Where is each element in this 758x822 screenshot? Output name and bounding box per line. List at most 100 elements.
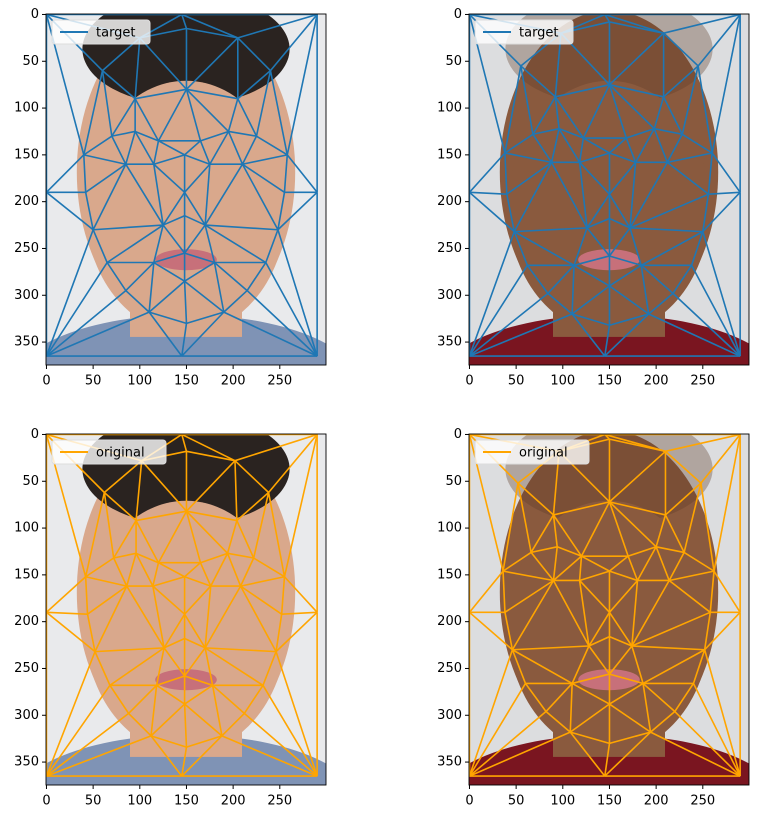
mesh-edge xyxy=(604,325,611,357)
mesh-edge xyxy=(163,613,186,649)
y-tick-label: 250 xyxy=(14,661,39,676)
mesh-edge xyxy=(226,520,238,554)
mesh-edge xyxy=(134,37,141,99)
mesh-edge xyxy=(469,191,507,195)
mesh-edge xyxy=(608,137,627,154)
mesh-edge xyxy=(573,255,610,267)
mesh-edge xyxy=(213,261,248,292)
mesh-edge xyxy=(653,128,669,163)
mesh-edge xyxy=(185,460,236,512)
mesh-edge xyxy=(204,224,216,263)
mesh-edge xyxy=(550,161,588,229)
mesh-edge xyxy=(204,224,267,264)
y-tick-label: 100 xyxy=(14,101,39,116)
photo-lips xyxy=(155,249,217,271)
mesh-edge xyxy=(153,140,160,165)
mesh-edge xyxy=(578,580,590,647)
mesh-edge xyxy=(134,88,187,100)
legend-box xyxy=(51,19,151,45)
mesh-edge xyxy=(665,434,741,453)
mesh-edge xyxy=(243,712,318,777)
mesh-edge xyxy=(152,585,165,649)
mesh-edge xyxy=(469,731,571,777)
mesh-edge xyxy=(609,501,666,516)
mesh-edge xyxy=(269,70,289,156)
mesh-edge xyxy=(703,649,741,777)
mesh-edge xyxy=(570,731,610,745)
mesh-edge xyxy=(277,191,318,231)
mesh-edge xyxy=(692,649,706,684)
y-tick-label: 100 xyxy=(14,521,39,536)
mesh-edge xyxy=(569,731,606,777)
mesh-edge xyxy=(604,14,611,23)
mesh-edge xyxy=(150,703,186,737)
mesh-edge xyxy=(653,96,665,129)
mesh-edge xyxy=(573,264,610,287)
y-tick-label: 350 xyxy=(437,755,462,770)
mesh-edge xyxy=(184,684,214,705)
mesh-edge xyxy=(158,140,185,156)
mesh-edge xyxy=(211,685,223,737)
mesh-edge xyxy=(204,647,214,686)
mesh xyxy=(469,14,741,357)
axes: 0 50 100 150 200 250 0 50 100 150 200 250 300 350 targ… xyxy=(437,7,750,389)
mesh-edge xyxy=(184,214,206,226)
mesh-edge xyxy=(223,311,318,357)
mesh-edge xyxy=(148,311,187,325)
mesh-edge xyxy=(512,645,589,651)
mesh-edge xyxy=(210,552,229,587)
mesh-edge xyxy=(629,162,637,228)
mesh-edge xyxy=(655,546,685,554)
mesh-edge xyxy=(227,552,254,559)
mesh-edge xyxy=(608,227,631,257)
mesh-edge xyxy=(582,137,610,154)
mesh-edge xyxy=(604,743,611,777)
mesh-edge xyxy=(141,460,188,512)
mesh-edge xyxy=(135,510,187,522)
mesh-edge xyxy=(84,492,106,577)
mesh-edge xyxy=(520,65,556,98)
mesh-edge xyxy=(609,152,636,164)
y-tick-label: 200 xyxy=(14,194,39,209)
x-tick-label: 150 xyxy=(597,374,622,389)
x-tick-label: 100 xyxy=(550,794,575,809)
y-tick-label: 150 xyxy=(437,567,462,582)
mesh-edge xyxy=(608,501,657,548)
mesh-edge xyxy=(608,84,655,130)
mesh-edge xyxy=(711,14,741,154)
mesh-edge xyxy=(101,70,113,137)
y-tick-label: 150 xyxy=(14,567,39,582)
mesh-edge xyxy=(524,682,547,712)
mesh-edge xyxy=(669,570,715,582)
mesh-edge xyxy=(200,130,229,142)
mesh-edge xyxy=(46,289,127,357)
mesh-edge xyxy=(269,14,318,72)
mesh-edge xyxy=(267,492,286,577)
mesh-edge xyxy=(280,576,286,615)
mesh-edge xyxy=(631,645,705,651)
mesh-edge xyxy=(552,555,582,582)
y-tick-label: 250 xyxy=(14,241,39,256)
photo-shoulders xyxy=(46,734,326,785)
x-tick-label: 250 xyxy=(267,794,292,809)
mesh-edge xyxy=(185,88,230,133)
y-tick-label: 150 xyxy=(437,147,462,162)
mesh-edge xyxy=(702,194,710,232)
mesh-edge xyxy=(242,163,285,193)
mesh-edge xyxy=(243,684,264,714)
mesh-edge xyxy=(239,585,277,653)
mesh-edge xyxy=(517,482,532,553)
mesh-edge xyxy=(128,712,152,737)
mesh-edge xyxy=(655,514,667,548)
mesh-edge xyxy=(186,88,238,100)
y-tick-label: 300 xyxy=(14,288,39,303)
mesh-edge xyxy=(608,161,637,195)
mesh-edge xyxy=(135,552,159,564)
mesh-edge xyxy=(181,14,239,39)
mesh-edge xyxy=(608,193,631,229)
mesh-edge xyxy=(184,280,225,313)
x-tick-label: 200 xyxy=(221,794,246,809)
mesh-edge xyxy=(83,154,87,193)
mesh-edge xyxy=(199,140,211,165)
